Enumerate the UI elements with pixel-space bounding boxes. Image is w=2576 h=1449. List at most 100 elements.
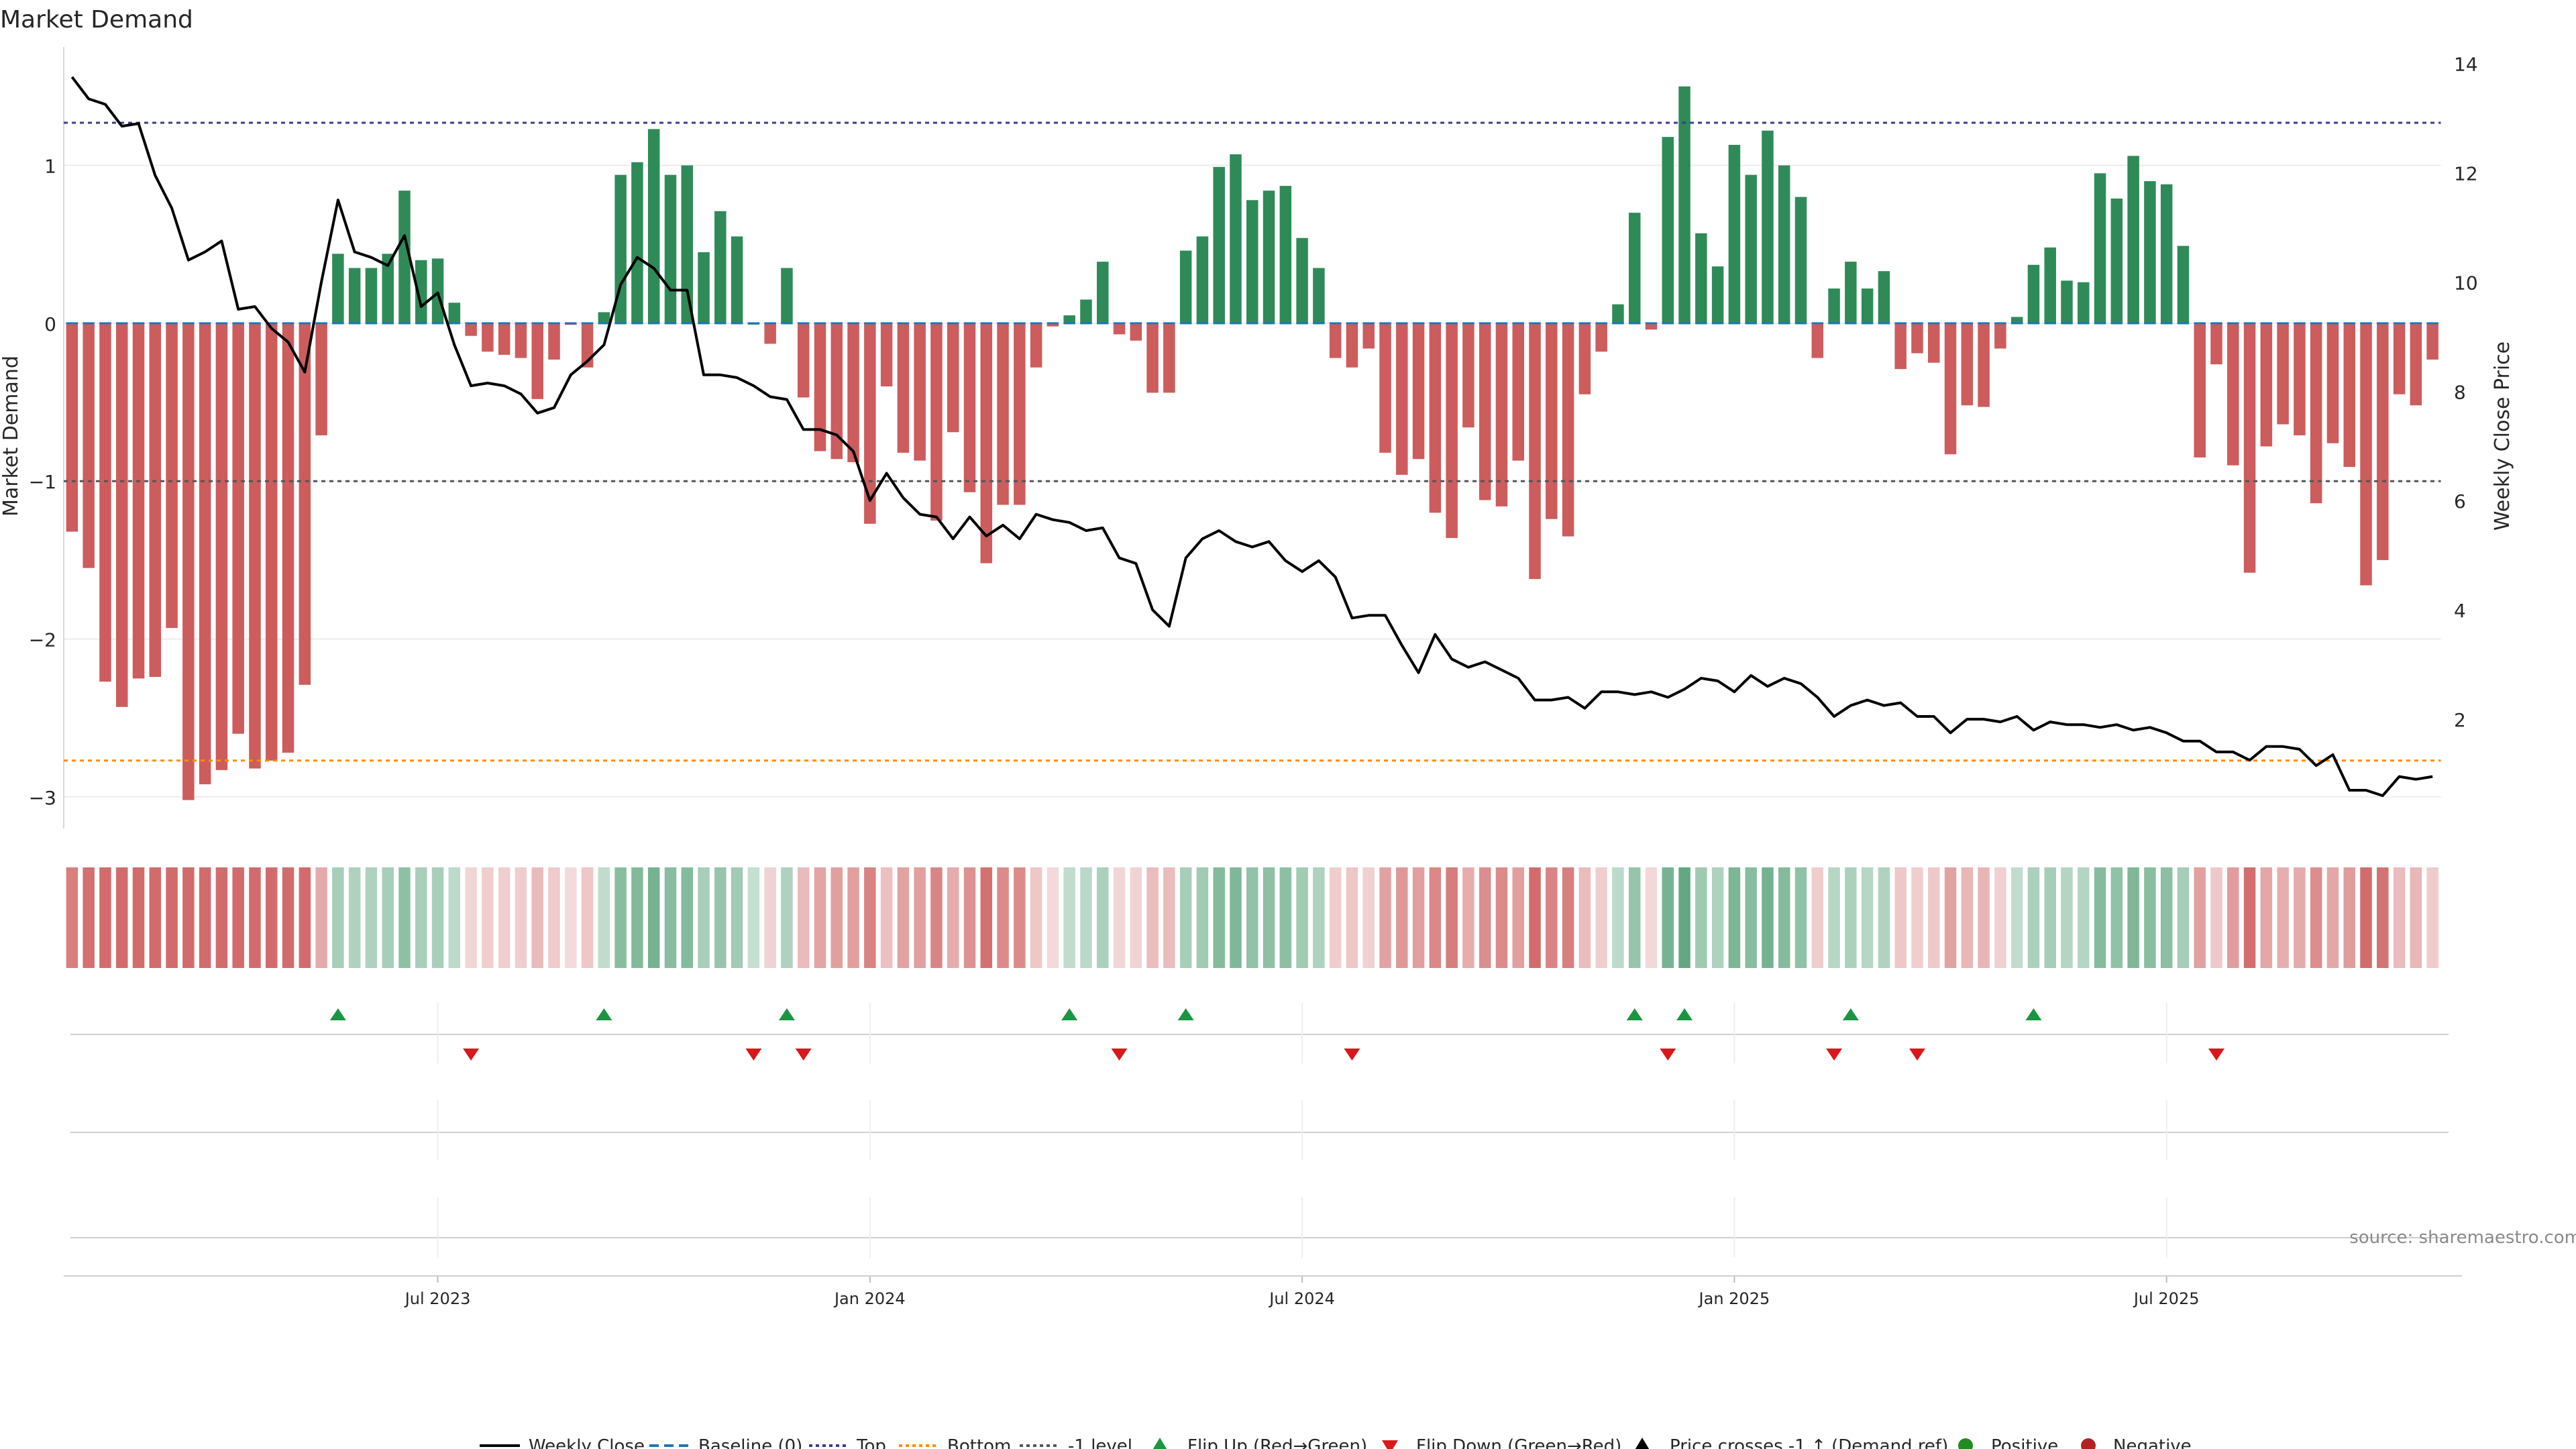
- strip-cell: [1113, 867, 1126, 968]
- flip-down-marker: [1909, 1049, 1925, 1061]
- demand-bar: [2243, 323, 2256, 573]
- demand-bar: [1146, 323, 1159, 393]
- strip-cell: [2127, 867, 2139, 968]
- demand-bar: [232, 323, 244, 734]
- demand-bar: [1379, 323, 1391, 453]
- strip-cell: [731, 867, 743, 968]
- flip-down-marker: [1111, 1049, 1128, 1061]
- strip-cell: [2326, 867, 2339, 968]
- strip-cell: [864, 867, 876, 968]
- strip-cell: [1063, 867, 1075, 968]
- demand-bar: [332, 254, 344, 323]
- demand-bar: [415, 260, 427, 323]
- strip-cell: [431, 867, 444, 968]
- demand-bar: [1346, 323, 1358, 368]
- demand-bar: [1196, 236, 1209, 323]
- strip-cell: [698, 867, 710, 968]
- legend-positive: Positive: [1958, 1436, 2058, 1449]
- strip-cell: [814, 867, 826, 968]
- demand-bar: [764, 323, 776, 344]
- demand-bar: [348, 268, 361, 323]
- demand-bar: [830, 323, 843, 460]
- demand-bar: [2393, 323, 2406, 394]
- legend: Weekly Close Baseline (0) Top Bottom -1 …: [480, 1436, 2192, 1449]
- demand-bar: [1978, 323, 1990, 407]
- right-tick-label: 6: [2454, 490, 2466, 513]
- strip-cell: [764, 867, 776, 968]
- strip-cell: [647, 867, 660, 968]
- demand-bar: [664, 174, 677, 323]
- right-axis-ticks: 14 12 10 8 6 4 2: [2454, 53, 2478, 731]
- svg-text:Flip Down (Green→Red): Flip Down (Green→Red): [1416, 1436, 1621, 1449]
- demand-bar: [2294, 323, 2306, 435]
- strip-cell: [1562, 867, 1574, 968]
- weekly-close-line: [70, 76, 2433, 798]
- strip-cell: [2160, 867, 2173, 968]
- demand-bar: [814, 323, 826, 451]
- flip-markers-panel: [70, 1008, 2449, 1238]
- right-tick-label: 14: [2454, 53, 2478, 75]
- strip-cell: [1944, 867, 1957, 968]
- right-axis-label: Weekly Close Price: [2491, 341, 2514, 531]
- strip-cell: [1994, 867, 2006, 968]
- demand-bar: [1711, 266, 1724, 323]
- strip-cell: [1329, 867, 1342, 968]
- left-tick-label: 0: [44, 313, 56, 335]
- flip-down-marker: [745, 1049, 762, 1061]
- demand-bar: [315, 323, 327, 435]
- strip-cell: [1030, 867, 1042, 968]
- demand-bar: [1961, 323, 1974, 406]
- strip-cell: [2227, 867, 2239, 968]
- demand-bar: [1595, 323, 1607, 352]
- strip-cell: [1163, 867, 1175, 968]
- demand-bar: [1030, 323, 1042, 368]
- demand-bar: [299, 323, 311, 685]
- left-axis-ticks: 1 0 −1 −2 −3: [29, 156, 56, 809]
- demand-bar: [149, 323, 162, 678]
- demand-bar: [1695, 233, 1707, 323]
- demand-bar: [1944, 323, 1957, 455]
- svg-text:-1 level: -1 level: [1068, 1436, 1132, 1449]
- flip-up-marker: [1061, 1008, 1078, 1020]
- demand-bar: [398, 191, 411, 323]
- strip-cell: [914, 867, 926, 968]
- strip-cell: [1313, 867, 1325, 968]
- x-tick-label: Jul 2023: [404, 1289, 471, 1308]
- demand-bar: [1163, 323, 1175, 393]
- strip-cell: [2410, 867, 2422, 968]
- demand-bar: [598, 312, 610, 323]
- demand-bar: [1313, 268, 1325, 323]
- svg-text:Bottom: Bottom: [947, 1436, 1011, 1449]
- strip-cell: [1811, 867, 1824, 968]
- strip-cell: [1346, 867, 1358, 968]
- legend-negative: Negative: [2081, 1436, 2192, 1449]
- strip-cell: [1279, 867, 1292, 968]
- strip-cell: [398, 867, 411, 968]
- svg-text:Top: Top: [856, 1436, 886, 1449]
- strip-cell: [1495, 867, 1508, 968]
- legend-baseline: Baseline (0): [649, 1436, 802, 1449]
- strip-cell: [565, 867, 577, 968]
- demand-bars: [66, 86, 2438, 800]
- demand-bar: [2177, 246, 2190, 323]
- demand-bar: [1080, 299, 1092, 323]
- demand-bar: [1828, 288, 1840, 323]
- strip-cell: [598, 867, 610, 968]
- strip-cell: [1213, 867, 1225, 968]
- price-cross-icon: [1635, 1438, 1650, 1449]
- strip-cell: [1794, 867, 1807, 968]
- strip-cell: [1678, 867, 1690, 968]
- demand-bar: [2210, 323, 2222, 365]
- strip-cell: [66, 867, 78, 968]
- demand-bar: [2160, 184, 2173, 323]
- demand-bar: [1662, 137, 1674, 323]
- demand-bar: [1446, 323, 1458, 538]
- demand-bar: [498, 323, 511, 355]
- demand-bar: [1296, 237, 1308, 323]
- strip-cell: [315, 867, 327, 968]
- demand-bar: [1778, 165, 1790, 323]
- demand-bar: [1728, 144, 1741, 323]
- strip-cell: [1296, 867, 1308, 968]
- demand-bar: [548, 323, 560, 360]
- demand-bar: [2061, 280, 2073, 323]
